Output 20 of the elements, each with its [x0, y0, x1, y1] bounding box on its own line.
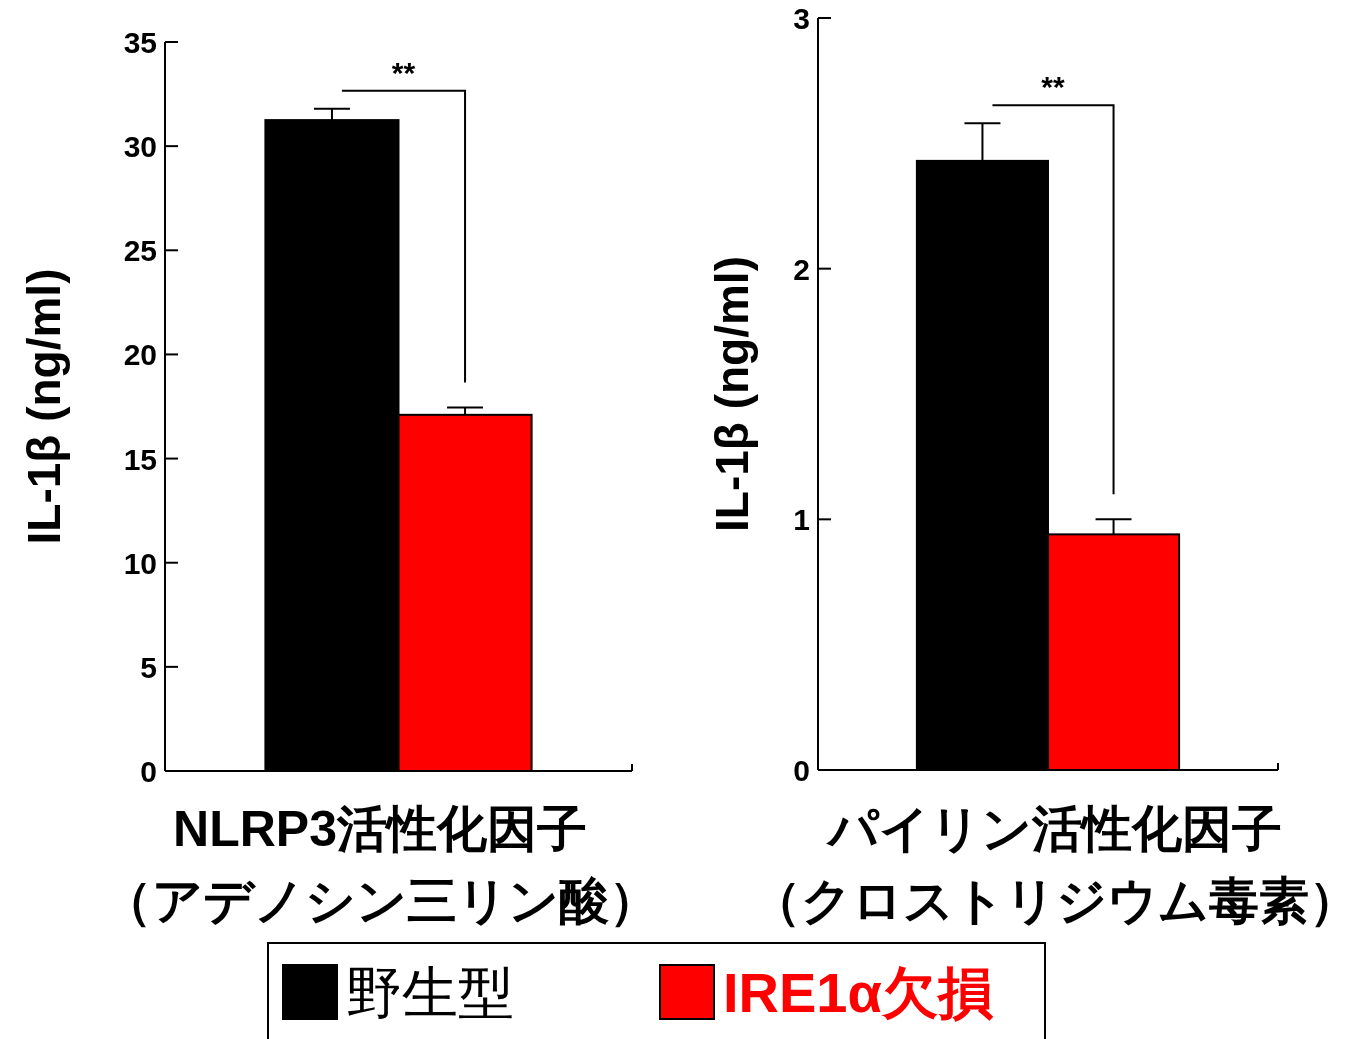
y-tick-label: 2: [793, 252, 810, 286]
y-axis-title: IL-1β (ng/ml): [18, 268, 70, 545]
y-tick-label: 20: [123, 338, 157, 372]
y-tick-label: 5: [140, 650, 157, 684]
y-tick-label: 15: [123, 442, 157, 476]
x-axis-title: NLRP3活性化因子（アデノシン三リン酸）: [101, 801, 659, 929]
y-tick-label: 3: [793, 2, 810, 35]
y-tick-label: 10: [123, 546, 157, 580]
y-tick-label: 0: [140, 755, 157, 788]
annotation: **: [391, 55, 416, 89]
x-axis-title: パイリン活性化因子（クロストリジウム毒素）: [751, 801, 1359, 929]
annotation: **: [1041, 70, 1065, 104]
y-tick-label: 1: [793, 503, 810, 537]
y-tick-label: 30: [123, 130, 157, 164]
legend-label: 野生型: [346, 961, 514, 1024]
y-tick-label: 25: [123, 234, 157, 268]
y-tick-label: 35: [123, 26, 157, 59]
y-tick-label: 0: [793, 754, 810, 787]
y-axis-title: IL-1β (ng/ml): [706, 256, 758, 532]
legend-label: IRE1α欠損: [723, 961, 994, 1024]
